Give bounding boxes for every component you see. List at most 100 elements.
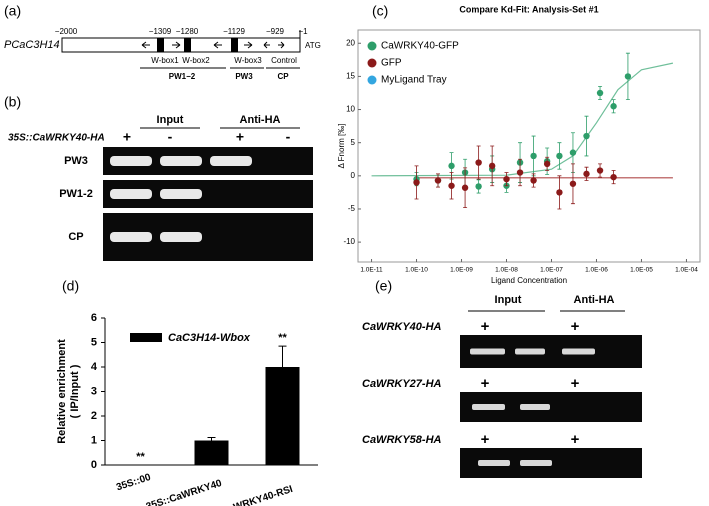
point	[610, 173, 617, 181]
gel-row-label: CaWRKY40-HA	[362, 321, 442, 333]
y-tick-label: -10	[343, 237, 355, 246]
diagram-shapes	[61, 30, 625, 312]
x-tick-label: 1.0E-05	[630, 267, 653, 274]
point	[530, 152, 537, 160]
x-tick-label: 1.0E-06	[585, 267, 608, 274]
box-label: W-box1	[151, 56, 179, 65]
bar	[194, 440, 229, 465]
panel-label: (d)	[62, 278, 79, 294]
gel-row-label: PW3	[64, 155, 88, 167]
point	[475, 183, 482, 190]
band	[110, 189, 152, 199]
x-axis-label: Ligand Concentration	[491, 276, 567, 285]
band	[472, 404, 505, 410]
x-tick-label: 1.0E-07	[540, 267, 563, 274]
position: −1129	[223, 27, 245, 36]
band	[478, 460, 510, 466]
x-tick-label: 35S::CaWRKY40	[145, 478, 224, 506]
y-tick-label: 2	[91, 410, 97, 422]
point	[583, 170, 590, 178]
band	[520, 460, 552, 466]
x-tick-label: 1.0E-09	[450, 267, 473, 274]
band	[470, 348, 505, 355]
point	[569, 180, 577, 187]
legend-swatch	[130, 333, 162, 342]
box-label: W-box3	[234, 56, 262, 65]
sign: +	[236, 129, 244, 145]
point	[448, 182, 455, 189]
gel-row-label: PW1-2	[59, 188, 93, 200]
legend-label: MyLigand Tray	[381, 75, 447, 86]
band	[520, 404, 550, 410]
w-box	[184, 38, 191, 52]
gel-header: Input	[495, 294, 522, 306]
legend-swatch	[367, 75, 377, 85]
panel-label: (c)	[372, 3, 388, 19]
y-tick-label: 5	[91, 336, 97, 348]
gene-name: PCaC3H14	[4, 39, 60, 51]
point	[488, 162, 496, 170]
sign: -	[286, 129, 291, 145]
start-codon: ATG	[305, 41, 321, 50]
point	[556, 152, 563, 160]
band	[110, 232, 152, 242]
sign: +	[481, 318, 490, 335]
fit-line	[371, 62, 674, 177]
panel-label: (b)	[4, 94, 21, 110]
y-tick-label: 0	[351, 171, 356, 180]
y-tick-label: -5	[348, 204, 356, 213]
point	[434, 177, 442, 184]
box-label: W-box2	[182, 56, 210, 65]
position: −1280	[176, 27, 199, 36]
sign: +	[571, 431, 580, 448]
gel-row-label: CP	[68, 231, 83, 243]
y-axis-label: Δ Fnorm [‰]	[337, 124, 346, 169]
w-box	[157, 38, 164, 52]
point	[461, 184, 469, 191]
band	[515, 348, 545, 355]
point	[556, 189, 563, 196]
x-tick-label: 1.0E-10	[405, 267, 428, 274]
position: −929	[266, 27, 285, 36]
band	[210, 156, 252, 166]
point	[583, 132, 590, 140]
y-axis-label: Relative enrichment	[56, 339, 68, 444]
position: −1	[298, 27, 308, 36]
gel-header: Input	[157, 114, 184, 126]
y-tick-label: 10	[346, 105, 355, 114]
legend-swatch	[367, 41, 377, 51]
region-label: CP	[277, 72, 289, 81]
x-tick-label: 1.0E-04	[675, 267, 698, 274]
band	[562, 348, 595, 355]
band	[110, 156, 152, 166]
panel-label: (e)	[375, 278, 392, 294]
box-label: Control	[271, 56, 297, 65]
y-tick-label: 6	[91, 312, 97, 324]
legend-label: CaWRKY40-GFP	[381, 41, 459, 52]
legend-label: GFP	[381, 58, 402, 69]
point	[624, 73, 632, 80]
sign: +	[481, 431, 490, 448]
point	[516, 169, 524, 176]
y-tick-label: 20	[346, 38, 355, 47]
point	[413, 179, 420, 186]
x-tick-label: 35S::00	[115, 472, 153, 494]
band	[160, 156, 202, 166]
band	[160, 189, 202, 199]
point	[596, 89, 604, 97]
point	[503, 175, 510, 183]
y-tick-label: 15	[346, 72, 355, 81]
point	[475, 159, 482, 166]
region-label: PW3	[235, 72, 253, 81]
plot-frame	[357, 29, 701, 263]
error-bar	[207, 437, 216, 441]
primers	[140, 41, 625, 312]
y-tick-label: 4	[91, 361, 98, 373]
y-tick-label: 0	[91, 459, 97, 471]
significance: **	[136, 451, 145, 463]
x-tick-label: 1.0E-11	[360, 267, 383, 274]
band	[160, 232, 202, 242]
gel-header: Anti-HA	[240, 114, 281, 126]
legend-swatch	[367, 58, 377, 68]
sign: +	[481, 375, 490, 392]
